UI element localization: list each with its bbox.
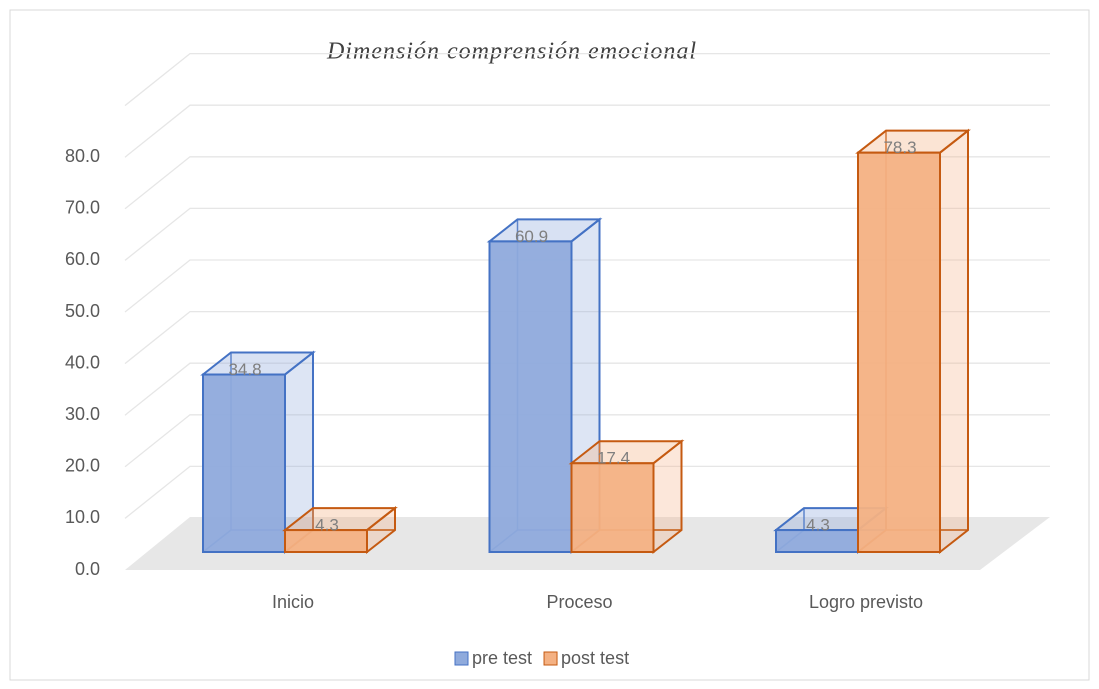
x-tick-label: Proceso	[546, 592, 612, 612]
y-tick-label: 70.0	[65, 198, 100, 218]
legend-label: pre test	[472, 648, 532, 668]
bar-front	[570, 462, 655, 554]
data-label: 34.8	[228, 360, 261, 379]
y-tick-label: 80.0	[65, 146, 100, 166]
grid-line	[124, 156, 1050, 210]
grid-line	[124, 310, 1050, 365]
grid-line	[124, 207, 1050, 261]
bar-side	[939, 128, 969, 555]
data-label: 60.9	[515, 227, 548, 246]
data-label: 4.3	[806, 516, 830, 535]
data-label: 17.4	[597, 449, 630, 468]
bar	[855, 128, 971, 555]
legend-swatch	[543, 651, 558, 666]
x-tick-label: Logro previsto	[809, 592, 923, 612]
bar-front	[857, 151, 941, 553]
y-tick-label: 20.0	[65, 456, 100, 476]
y-tick-label: 40.0	[65, 352, 100, 372]
chart-title: Dimensión comprensión emocional	[326, 39, 697, 65]
grid-line	[124, 414, 1050, 468]
grid-line	[124, 52, 1050, 107]
data-label: 78.3	[883, 138, 916, 157]
bar	[200, 350, 316, 555]
data-label: 4.3	[315, 516, 339, 535]
y-tick-label: 50.0	[65, 301, 100, 321]
legend-swatch	[454, 651, 469, 666]
grid-line	[124, 362, 1050, 416]
grid-line	[124, 104, 1050, 158]
bar	[568, 439, 685, 555]
bar-front	[488, 240, 573, 553]
bar	[486, 217, 603, 555]
y-tick-label: 60.0	[65, 249, 100, 269]
grid-line	[124, 465, 1050, 519]
bar-front	[202, 373, 286, 553]
x-tick-label: Inicio	[272, 592, 314, 612]
y-tick-label: 10.0	[65, 507, 100, 527]
y-tick-label: 0.0	[75, 559, 100, 579]
legend-label: post test	[561, 648, 629, 668]
bar-front	[284, 529, 368, 554]
bar	[282, 506, 398, 555]
grid-line	[124, 259, 1050, 313]
y-tick-label: 30.0	[65, 404, 100, 424]
